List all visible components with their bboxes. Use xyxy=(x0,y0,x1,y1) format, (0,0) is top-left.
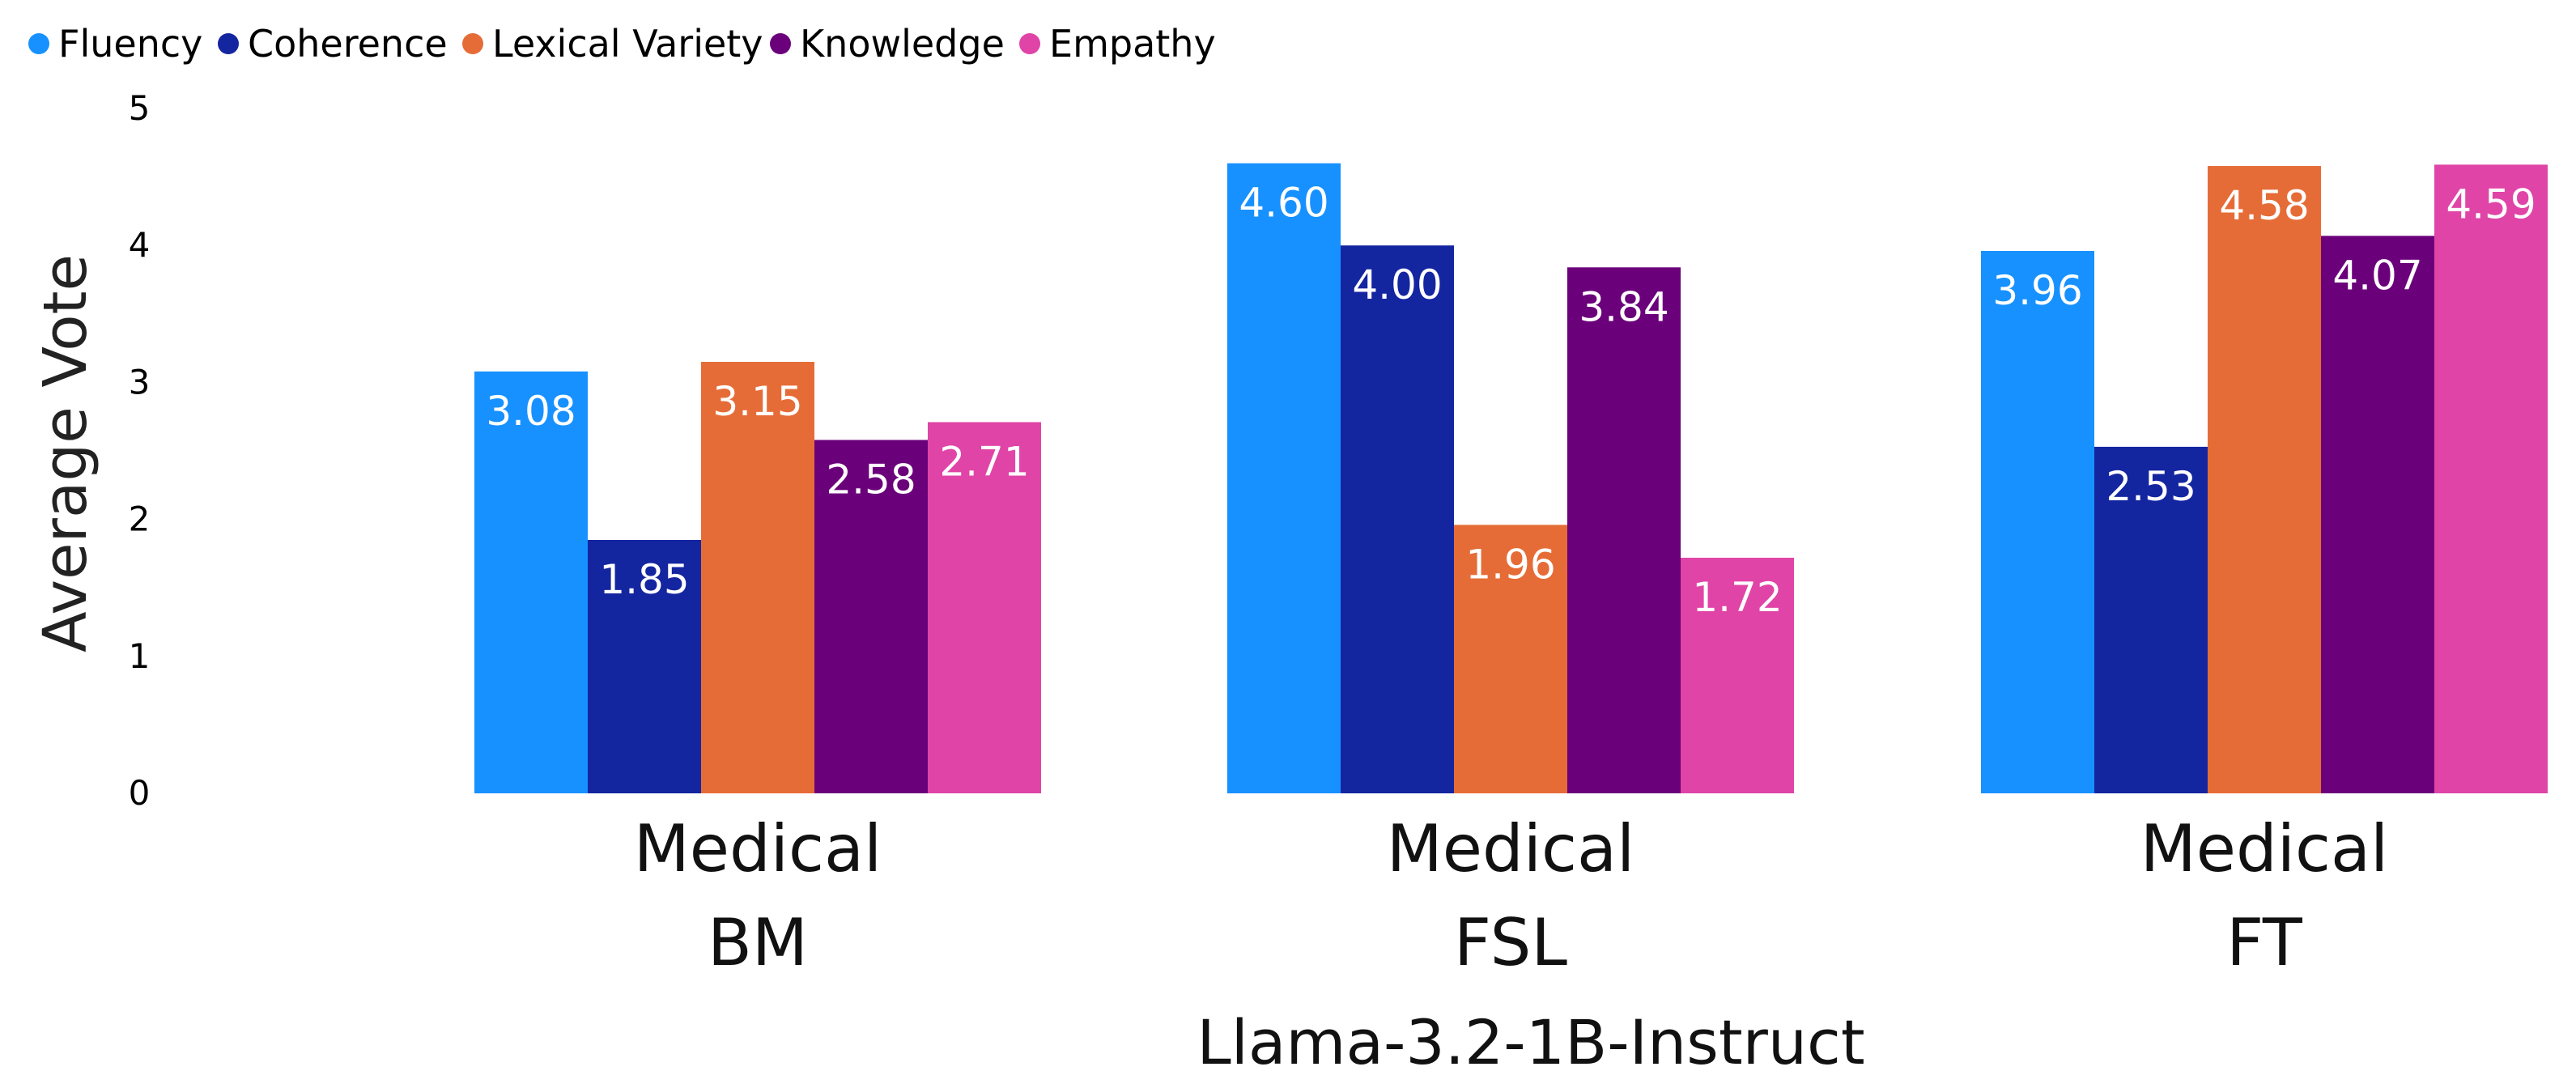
x-category-sublabel: BM xyxy=(708,905,808,980)
x-category-label: Medical xyxy=(634,811,882,886)
bar-value-label: 1.85 xyxy=(599,556,689,603)
x-axis: Medical BM Medical FSL Medical FT Llama-3.2-1B… xyxy=(634,811,2388,1078)
legend-marker xyxy=(218,33,239,54)
bar-value-label: 3.08 xyxy=(486,388,576,435)
bar-group: 3.08 1.85 3.15 2.58 2.71 xyxy=(474,362,1041,793)
bar xyxy=(474,371,588,793)
x-category-sublabel: FSL xyxy=(1454,905,1567,980)
bar-value-label: 4.60 xyxy=(1239,180,1328,227)
bar-value-label: 4.07 xyxy=(2332,252,2422,299)
legend-label: Empathy xyxy=(1049,22,1216,66)
bar xyxy=(1981,250,2094,793)
y-tick-label: 2 xyxy=(129,499,151,539)
bar-group: 3.96 2.53 4.58 4.07 4.59 xyxy=(1981,164,2548,794)
x-category-sublabel: FT xyxy=(2226,905,2303,980)
bar-value-label: 3.84 xyxy=(1579,283,1668,330)
x-category-label: Medical xyxy=(1387,811,1634,886)
y-tick-label: 5 xyxy=(129,88,151,128)
bar xyxy=(1341,245,1454,793)
bar-value-label: 4.59 xyxy=(2446,181,2536,227)
y-tick-label: 3 xyxy=(129,362,151,402)
bar-value-label: 2.58 xyxy=(826,456,916,503)
bar-value-label: 1.96 xyxy=(1465,541,1555,588)
legend-marker xyxy=(1019,33,1040,54)
y-tick-label: 4 xyxy=(129,225,151,265)
y-axis-title: Average Vote xyxy=(31,254,100,652)
x-category-label: Medical xyxy=(2140,811,2388,886)
bar-group: 4.60 4.00 1.96 3.84 1.72 xyxy=(1227,163,1794,794)
bar xyxy=(1567,267,1681,794)
legend-label: Fluency xyxy=(58,22,202,66)
bar xyxy=(2208,166,2321,794)
bar xyxy=(928,422,1041,793)
legend-item: Fluency xyxy=(28,22,202,66)
bar-value-label: 4.00 xyxy=(1352,261,1442,308)
bar xyxy=(2434,164,2548,793)
bars: 3.08 1.85 3.15 2.58 2.71 4.60 4.00 1.96 3.84 1.72… xyxy=(474,163,2548,794)
y-tick-label: 0 xyxy=(129,773,151,813)
legend-item: Lexical Variety xyxy=(462,22,763,66)
y-axis: 0 1 2 3 4 5 Average Vote xyxy=(31,88,150,813)
bar xyxy=(2321,236,2434,794)
y-tick-label: 1 xyxy=(129,636,151,676)
bar xyxy=(1454,525,1567,793)
legend-marker xyxy=(770,33,791,54)
bar xyxy=(1681,557,1794,793)
bar-value-label: 2.53 xyxy=(2106,463,2196,510)
bar xyxy=(1227,163,1341,793)
bar xyxy=(701,362,814,793)
legend: Fluency Coherence Lexical Variety Knowledge… xyxy=(28,22,1216,66)
legend-marker xyxy=(28,33,49,54)
bar-value-label: 4.58 xyxy=(2219,182,2309,229)
legend-label: Lexical Variety xyxy=(492,22,763,66)
x-axis-title: Llama-3.2-1B-Instruct xyxy=(1197,1006,1864,1078)
legend-marker xyxy=(462,33,483,54)
legend-item: Coherence xyxy=(218,22,448,66)
legend-item: Empathy xyxy=(1019,22,1216,66)
legend-item: Knowledge xyxy=(770,22,1005,66)
bar xyxy=(2094,446,2208,793)
legend-label: Knowledge xyxy=(800,22,1005,66)
bar xyxy=(588,539,701,793)
bar-value-label: 3.96 xyxy=(1992,267,2082,314)
bar xyxy=(814,440,928,793)
bar-value-label: 3.15 xyxy=(712,378,802,425)
bar-value-label: 1.72 xyxy=(1692,574,1782,621)
legend-label: Coherence xyxy=(248,22,448,66)
bar-value-label: 2.71 xyxy=(939,438,1029,485)
